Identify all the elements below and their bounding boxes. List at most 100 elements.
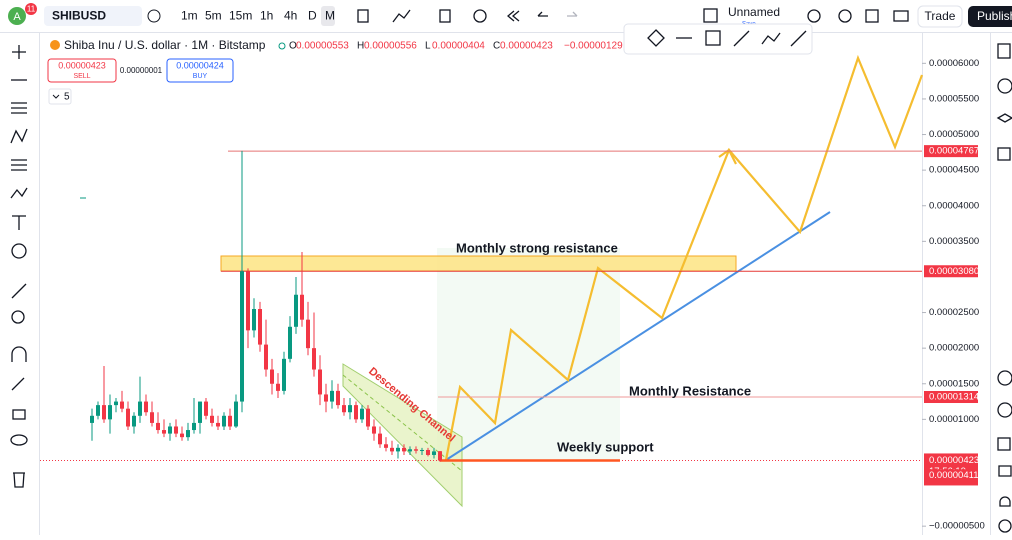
candle-body [342, 405, 346, 413]
fib-tool[interactable] [11, 159, 27, 171]
drawings [80, 54, 924, 508]
chevron [52, 94, 60, 99]
interval[interactable]: D [308, 9, 317, 23]
price-label: 0.00004767 [929, 146, 979, 157]
undo-icon[interactable] [537, 11, 548, 17]
tool-icon[interactable] [733, 30, 750, 47]
interval[interactable]: 1h [260, 9, 273, 23]
alert-icon[interactable] [473, 9, 487, 23]
channel-tool[interactable] [11, 102, 27, 114]
price-label: 0.00000423 [929, 455, 979, 466]
notifications-icon[interactable] [999, 496, 1011, 507]
candle-body [438, 451, 442, 461]
y-tick-label: 0.00006000 [929, 58, 979, 69]
layout-name[interactable]: Unnamed [728, 5, 780, 19]
buy-button[interactable] [166, 58, 234, 83]
redo-icon[interactable] [567, 11, 578, 17]
zoom-tool[interactable] [11, 310, 25, 324]
interval[interactable]: 1m [181, 9, 198, 23]
notes-icon[interactable] [998, 465, 1012, 477]
publish-label: Publish [977, 9, 1012, 23]
sell-button[interactable] [47, 58, 117, 83]
candle-body [156, 422, 160, 431]
chat-icon[interactable] [997, 147, 1011, 161]
tool-icon[interactable] [705, 30, 721, 46]
layers-icon[interactable] [996, 113, 1012, 123]
emoji-tool[interactable] [11, 243, 27, 259]
indicators-toggle[interactable] [48, 88, 72, 105]
magnet-tool[interactable] [11, 346, 27, 362]
candle-body [252, 308, 256, 331]
candle-body [276, 383, 280, 391]
candle-body [114, 401, 118, 406]
alerts-icon[interactable] [997, 78, 1012, 94]
candle-body [246, 271, 250, 331]
replay-icon[interactable] [506, 10, 520, 22]
help-icon[interactable] [998, 519, 1012, 533]
candle-body [354, 405, 358, 420]
price-label: 0.00003080 [929, 266, 979, 277]
settings-icon[interactable] [838, 9, 852, 23]
avatar[interactable] [8, 7, 26, 25]
projection-path [444, 54, 924, 461]
candle-body [258, 308, 262, 345]
change: −0.00000129 (−23.37 [564, 41, 660, 52]
ohlc-value: 0.00000423 [500, 41, 553, 52]
interval[interactable]: 15m [229, 9, 252, 23]
ideas-icon[interactable] [997, 370, 1012, 386]
fullscreen-icon[interactable] [865, 9, 879, 23]
hide-tool[interactable] [10, 434, 28, 446]
resistance-zone [220, 255, 737, 272]
watchlist-icon[interactable] [997, 43, 1011, 59]
drawing-tools [10, 45, 28, 488]
tool-icon[interactable] [647, 29, 665, 47]
candle-body [432, 451, 436, 455]
text-tool[interactable] [12, 215, 26, 230]
lock-tool[interactable] [12, 409, 26, 420]
candle-body [264, 344, 268, 370]
crosshair-tool[interactable] [12, 45, 26, 59]
streams-icon[interactable] [997, 402, 1012, 418]
projection-tool[interactable] [10, 187, 28, 199]
candle-body [222, 415, 226, 427]
trade-button[interactable] [917, 5, 963, 28]
market-status [278, 42, 286, 50]
ohlc-key: H [357, 41, 364, 52]
badge-count: 11 [27, 5, 36, 14]
candle-body [402, 447, 406, 452]
candle-body [372, 426, 376, 434]
tool-icon[interactable] [790, 30, 807, 47]
candle-body [390, 447, 394, 452]
symbol-search[interactable] [44, 6, 142, 26]
tool-icon[interactable] [761, 32, 781, 45]
buy-label: BUY [193, 73, 208, 80]
price-label-box [924, 145, 978, 158]
candle-body [366, 408, 370, 427]
lock-drawings[interactable] [11, 377, 25, 391]
y-tick-label: 0.00005500 [929, 93, 979, 104]
ruler-tool[interactable] [11, 283, 27, 299]
trash-tool[interactable] [13, 472, 25, 488]
indicators-icon[interactable] [392, 9, 411, 23]
checkbox[interactable] [703, 8, 718, 23]
interval[interactable]: 5m [205, 9, 222, 23]
ohlc-key: C [493, 41, 500, 52]
search-icon[interactable] [807, 9, 821, 23]
avatar-letter: A [13, 11, 21, 23]
calendar-icon[interactable] [997, 437, 1011, 451]
interval[interactable]: 4h [284, 9, 297, 23]
pattern-tool[interactable] [10, 128, 28, 144]
layout-icon[interactable] [439, 9, 451, 23]
candle-body [312, 348, 316, 370]
candle-body [162, 430, 166, 434]
chart-type-icon[interactable] [357, 9, 369, 23]
candle-body [306, 319, 310, 349]
price-label-box [924, 469, 978, 482]
interval[interactable]: M [325, 9, 335, 23]
snapshot-icon[interactable] [893, 10, 909, 22]
candle-body [414, 449, 418, 451]
symbol: SHIBUSD [52, 9, 106, 23]
publish-button[interactable] [968, 6, 1012, 27]
indicators-count: 5 [64, 92, 70, 103]
add-symbol[interactable] [147, 9, 161, 23]
